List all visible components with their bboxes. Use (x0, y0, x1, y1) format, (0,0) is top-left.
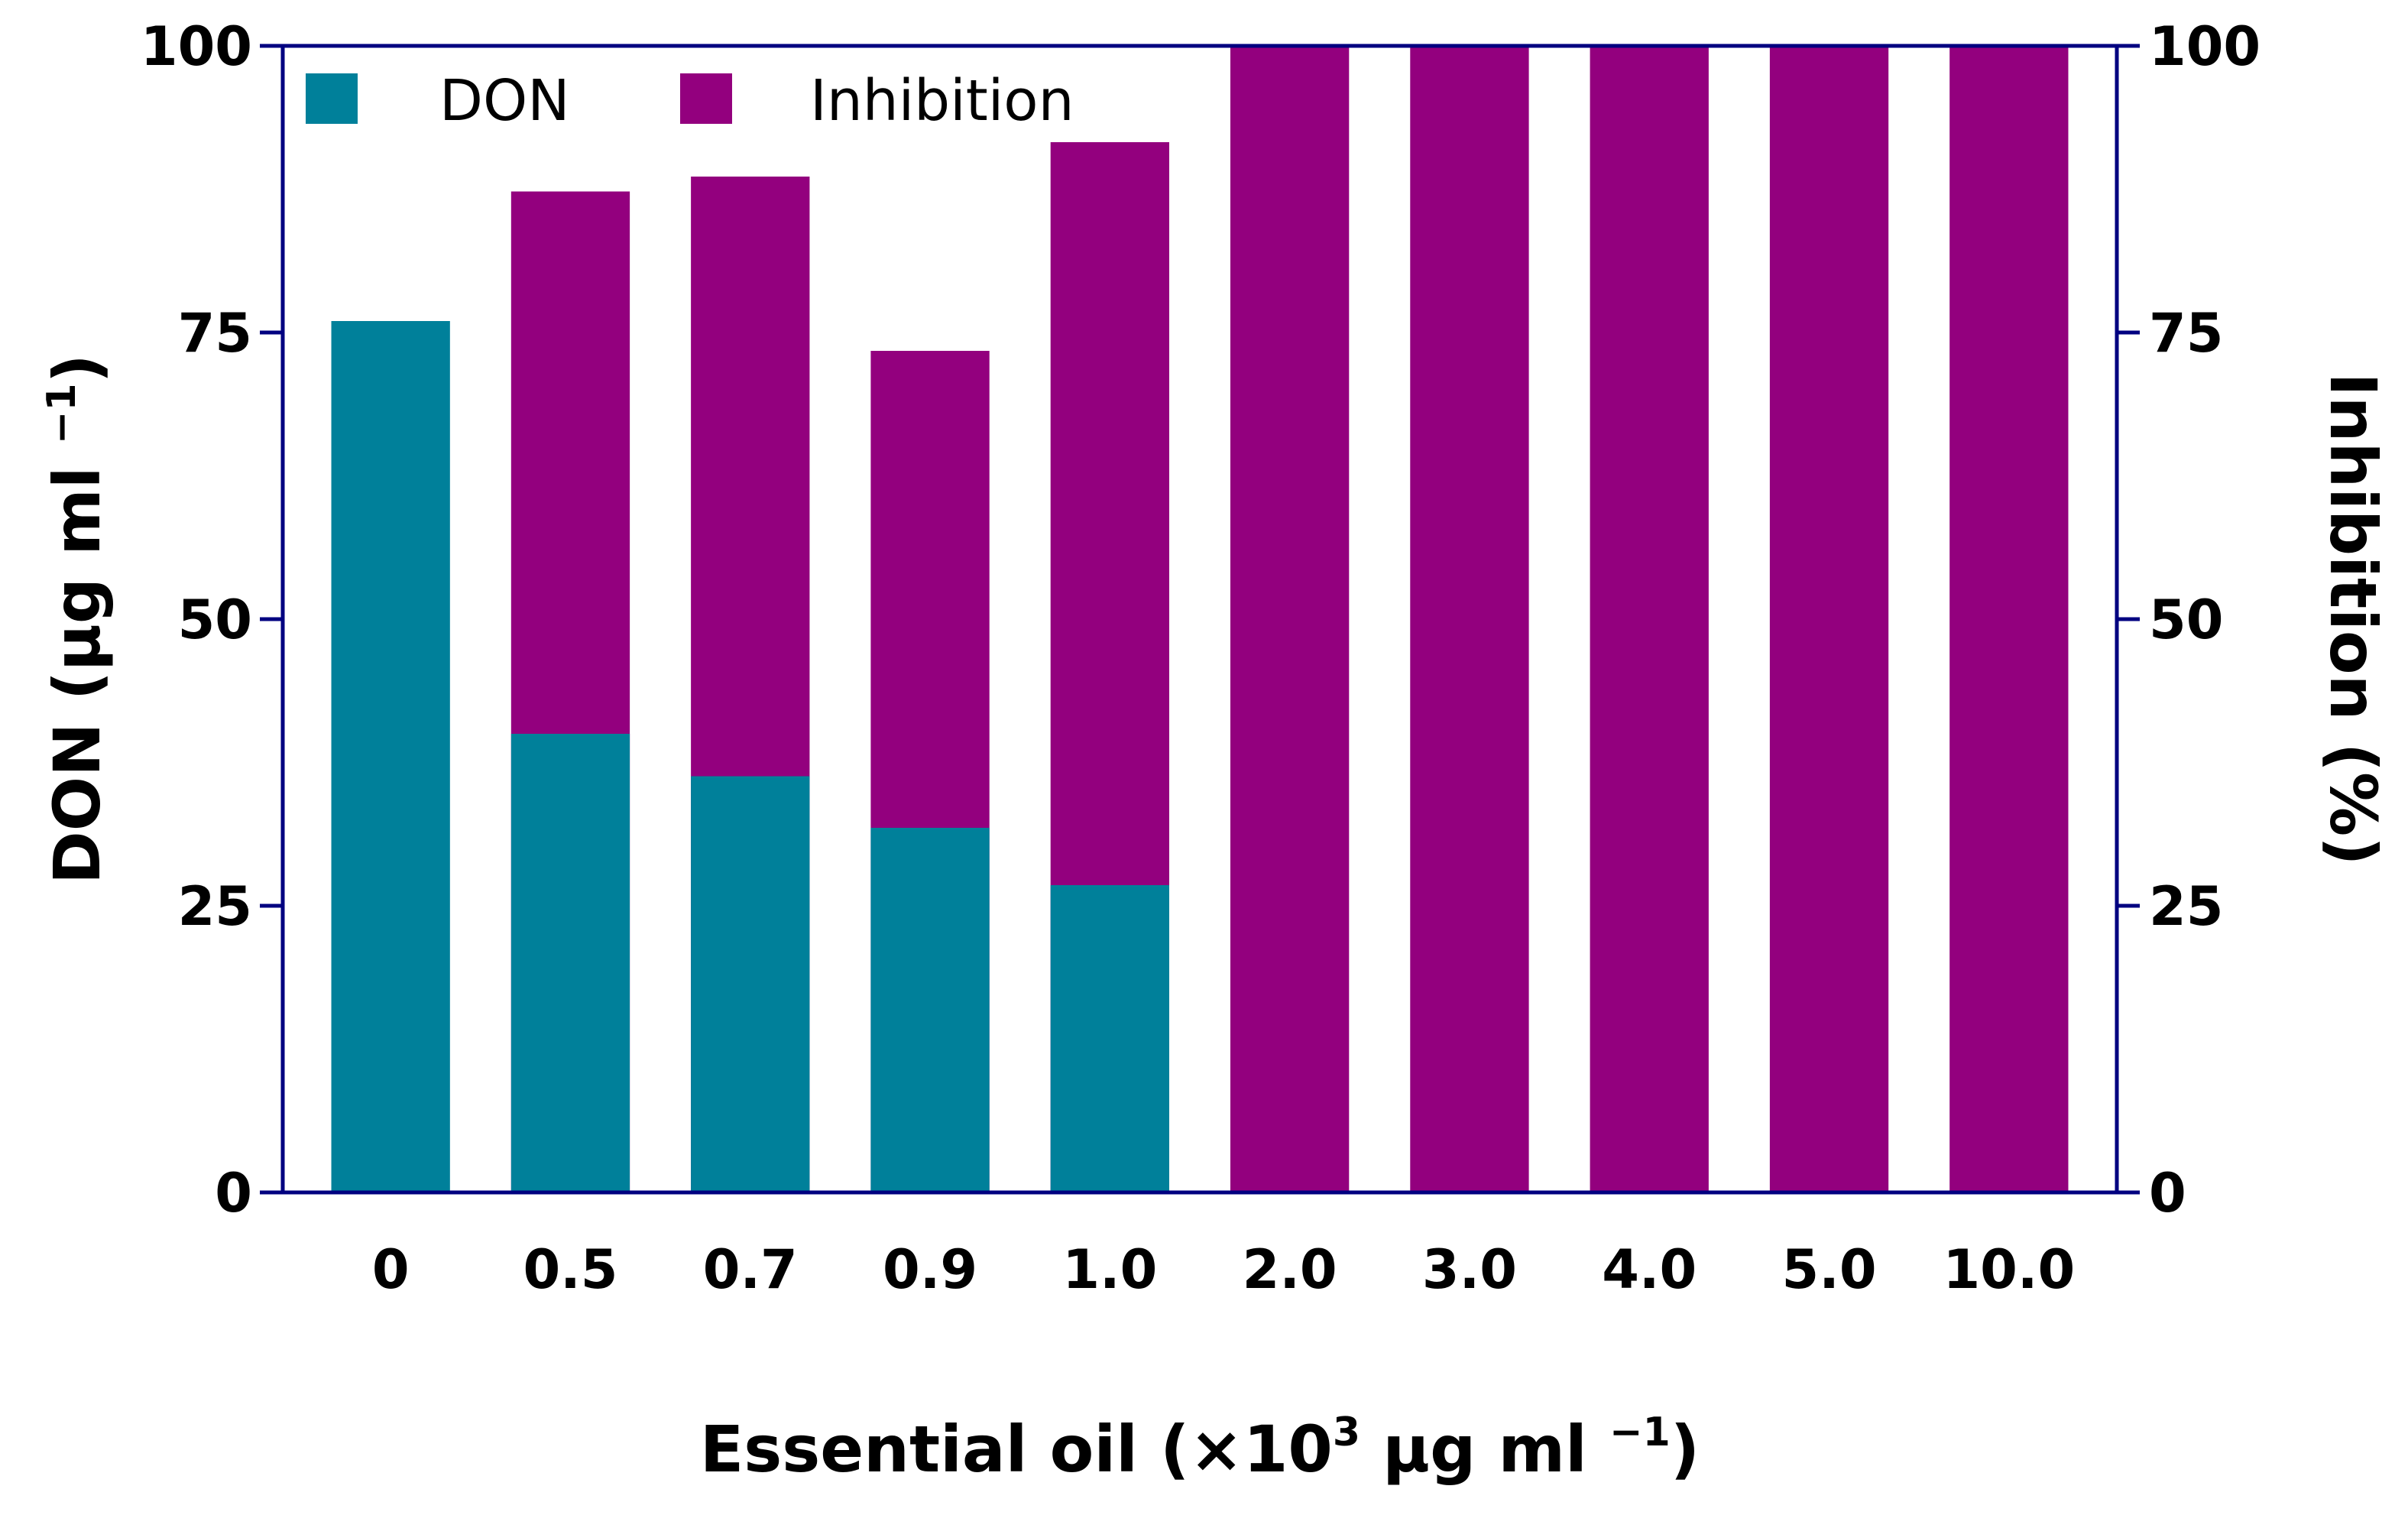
left-y-axis-title-exponent: −1 (39, 383, 85, 444)
x-axis-title-before: Essential oil (×10 (700, 1412, 1333, 1487)
bar-don-0.5 (510, 734, 630, 1192)
x-tick-label: 3.0 (1422, 1238, 1517, 1301)
left-y-tick-label: 25 (178, 875, 252, 938)
x-axis-title: Essential oil (×103 μg ml −1) (700, 1410, 1700, 1487)
left-y-tick-label: 50 (178, 589, 252, 651)
legend-label-don: DON (439, 68, 570, 134)
left-y-tick-label: 100 (141, 15, 252, 78)
bar-inhibition-5.0 (1769, 46, 1889, 1192)
right-y-axis-title: Inhibition (%) (2316, 372, 2390, 865)
bar-inhibition-2.0 (1230, 46, 1350, 1192)
right-y-tick-label: 0 (2149, 1162, 2186, 1225)
bar-don-1.0 (1050, 885, 1169, 1192)
x-axis-title-after: ) (1671, 1412, 1700, 1487)
legend-swatch-inhibition (680, 73, 732, 124)
bar-don-0.7 (691, 776, 810, 1192)
x-tick-label: 0.9 (883, 1238, 977, 1301)
legend-label-inhibition: Inhibition (810, 68, 1074, 134)
x-axis-title-unit-exponent: −1 (1609, 1410, 1671, 1455)
x-tick-label: 0.5 (523, 1238, 617, 1301)
x-tick-label: 5.0 (1782, 1238, 1877, 1301)
x-axis-title-exponent: 3 (1333, 1410, 1360, 1455)
bars-layer (331, 46, 2069, 1192)
left-y-axis-title: DON (μg ml −1) (39, 354, 115, 884)
bar-inhibition-3.0 (1410, 46, 1529, 1192)
x-axis-title-middle: μg ml (1360, 1412, 1609, 1487)
left-y-axis-title-base: DON (μg ml (40, 444, 115, 884)
x-tick-label: 4.0 (1602, 1238, 1697, 1301)
x-tick-label: 10.0 (1943, 1238, 2075, 1301)
x-tick-label: 0 (372, 1238, 410, 1301)
left-y-axis: 0 25 50 75 100 (141, 15, 283, 1225)
x-tick-label: 0.7 (703, 1238, 798, 1301)
legend: DON Inhibition (306, 68, 1074, 134)
right-y-tick-label: 50 (2149, 589, 2223, 651)
x-tick-label: 2.0 (1243, 1238, 1337, 1301)
bar-don-0 (331, 321, 450, 1192)
right-y-tick-label: 75 (2149, 302, 2223, 365)
x-axis: 0 0.5 0.7 0.9 1.0 2.0 3.0 4.0 5.0 10.0 (372, 1238, 2075, 1301)
right-y-axis: 0 25 50 75 100 (2117, 15, 2261, 1225)
bar-don-0.9 (870, 828, 990, 1192)
left-y-axis-title-after: ) (40, 354, 115, 383)
left-y-tick-label: 0 (215, 1162, 252, 1225)
right-y-tick-label: 100 (2149, 15, 2261, 78)
bar-inhibition-10.0 (1949, 46, 2069, 1192)
x-tick-label: 1.0 (1062, 1238, 1157, 1301)
legend-swatch-don (306, 73, 358, 124)
bar-inhibition-4.0 (1590, 46, 1709, 1192)
left-y-tick-label: 75 (178, 302, 252, 365)
right-y-tick-label: 25 (2149, 875, 2223, 938)
